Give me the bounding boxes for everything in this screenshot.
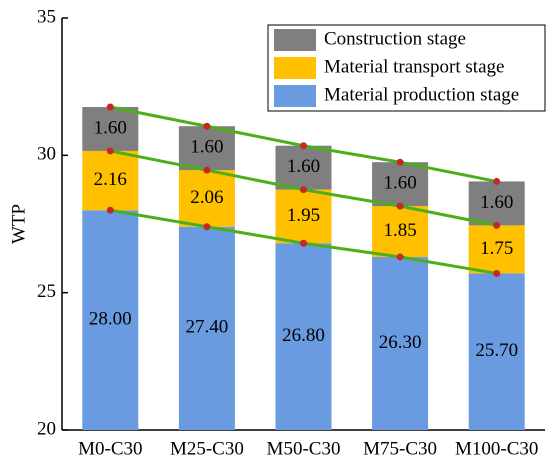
trend-dot (106, 147, 114, 155)
bar-segment (275, 145, 332, 190)
trend-dot (106, 103, 114, 111)
trend-dot (106, 206, 114, 214)
value-label: 1.95 (287, 205, 320, 226)
legend-label: Material transport stage (324, 56, 504, 77)
legend-label: Material production stage (324, 84, 519, 105)
trend-dot (203, 223, 211, 231)
value-label: 1.85 (383, 220, 416, 241)
bar-segment (275, 189, 332, 244)
trend-dot (396, 253, 404, 261)
value-label: 26.80 (282, 325, 325, 346)
legend-swatch (274, 29, 316, 51)
value-label: 28.00 (89, 308, 132, 329)
x-tick-label: M0-C30 (78, 438, 142, 459)
y-axis-label: WTP (8, 204, 29, 244)
y-tick-label: 35 (37, 6, 56, 27)
value-label: 1.75 (480, 238, 513, 259)
bar-segment (178, 126, 235, 171)
bar-segment (468, 273, 525, 430)
value-label: 27.40 (186, 317, 229, 338)
trend-dot (493, 269, 501, 277)
y-tick-label: 25 (37, 281, 56, 302)
bar-segment (372, 206, 429, 257)
bar-segment (468, 225, 525, 274)
value-label: 1.60 (94, 117, 127, 138)
trend-dot (396, 202, 404, 210)
y-tick-label: 30 (37, 144, 56, 165)
x-tick-label: M75-C30 (363, 438, 437, 459)
bar-segment (178, 226, 235, 430)
value-label: 1.60 (480, 192, 513, 213)
value-label: 1.60 (190, 137, 223, 158)
bar-segment (82, 106, 139, 151)
trend-dot (300, 142, 307, 150)
bar-segment (468, 181, 525, 226)
value-label: 1.60 (287, 156, 320, 177)
bar-segment (82, 150, 139, 211)
bar-segment (372, 162, 429, 207)
legend-label: Construction stage (324, 28, 466, 49)
value-label: 26.30 (379, 332, 422, 353)
trend-dot (203, 166, 211, 174)
legend-swatch (274, 85, 316, 107)
value-label: 2.16 (94, 169, 127, 190)
x-tick-label: M100-C30 (455, 438, 538, 459)
trend-dot (493, 221, 501, 229)
y-tick-label: 20 (37, 418, 56, 439)
legend-swatch (274, 57, 316, 79)
bar-segment (178, 170, 235, 227)
trend-dot (396, 158, 404, 166)
bar-segment (372, 256, 429, 430)
x-tick-label: M25-C30 (170, 438, 244, 459)
trend-dot (300, 186, 307, 194)
trend-dot (203, 122, 211, 130)
value-label: 2.06 (190, 187, 223, 208)
bar-segment (275, 243, 332, 430)
value-label: 25.70 (475, 340, 518, 361)
bar-segment (82, 210, 139, 430)
trend-dot (493, 177, 501, 185)
x-tick-label: M50-C30 (267, 438, 341, 459)
value-label: 1.60 (383, 173, 416, 194)
trend-dot (300, 239, 307, 247)
